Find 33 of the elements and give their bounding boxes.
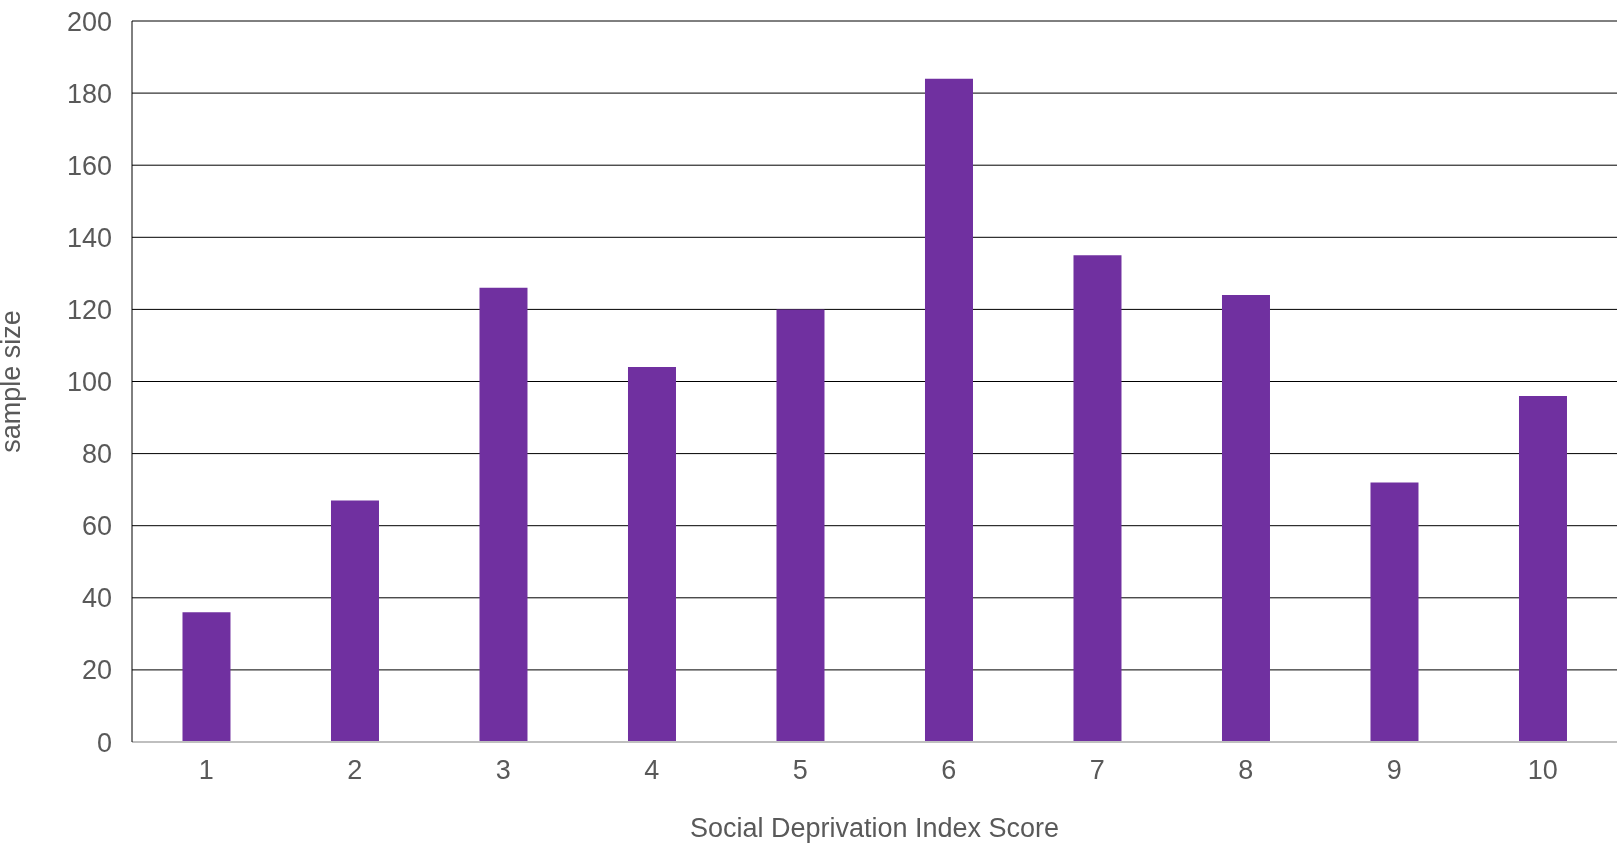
- bar: [1370, 482, 1419, 742]
- x-tick-label: 8: [1238, 755, 1254, 786]
- x-tick-label: 5: [792, 755, 808, 786]
- y-tick-label: 60: [81, 511, 112, 542]
- x-tick-label: 1: [198, 755, 214, 786]
- y-tick-label: 160: [66, 150, 112, 181]
- bar: [479, 287, 528, 742]
- y-tick-label: 80: [81, 439, 112, 470]
- x-tick-label: 7: [1089, 755, 1105, 786]
- x-tick-label: 3: [495, 755, 511, 786]
- y-tick-label: 200: [66, 6, 112, 37]
- y-axis-title: sample size: [0, 310, 26, 453]
- y-tick-label: 140: [66, 222, 112, 253]
- x-tick-label: 2: [347, 755, 363, 786]
- bar: [182, 612, 231, 742]
- bar: [330, 500, 379, 742]
- bar: [1518, 395, 1567, 742]
- y-tick-label: 40: [81, 583, 112, 614]
- y-tick-label: 0: [96, 727, 112, 758]
- bar: [1221, 294, 1270, 742]
- x-tick-label: 4: [644, 755, 660, 786]
- bar: [776, 309, 825, 742]
- x-tick-label: 9: [1386, 755, 1402, 786]
- bar: [627, 367, 676, 742]
- x-tick-label: 6: [941, 755, 957, 786]
- y-tick-label: 20: [81, 655, 112, 686]
- x-tick-label: 10: [1527, 755, 1558, 786]
- bar: [924, 78, 973, 742]
- x-axis-title: Social Deprivation Index Score: [689, 813, 1060, 843]
- y-tick-label: 100: [66, 367, 112, 398]
- y-tick-label: 180: [66, 78, 112, 109]
- y-tick-label: 120: [66, 294, 112, 325]
- bar: [1073, 255, 1122, 742]
